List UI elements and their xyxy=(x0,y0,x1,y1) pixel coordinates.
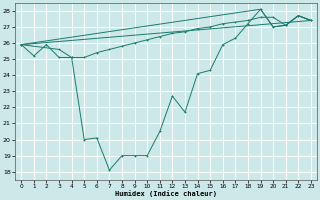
X-axis label: Humidex (Indice chaleur): Humidex (Indice chaleur) xyxy=(115,190,217,197)
